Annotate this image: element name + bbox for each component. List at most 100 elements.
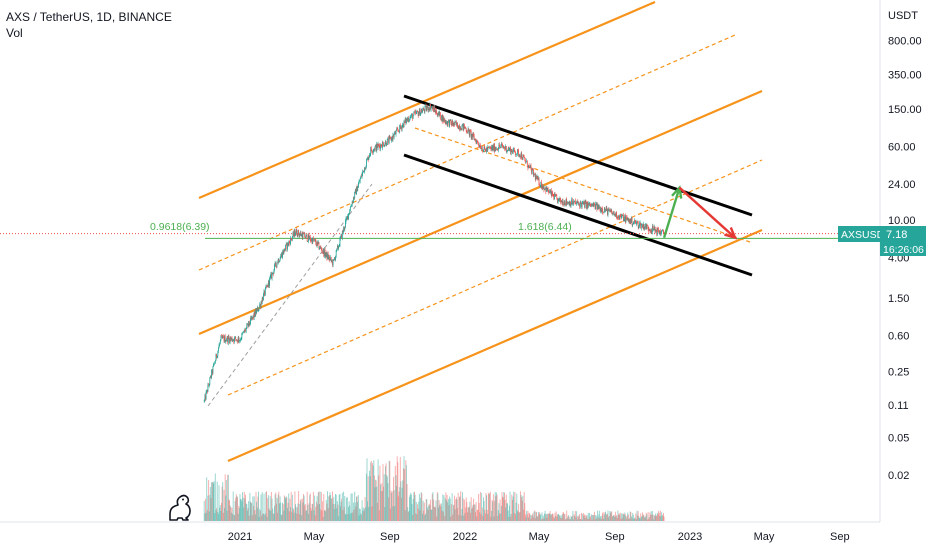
candle-body bbox=[520, 156, 521, 158]
candle-body bbox=[290, 238, 292, 239]
candle-body bbox=[473, 133, 474, 137]
candle-body bbox=[616, 211, 617, 218]
candle-body bbox=[258, 309, 259, 312]
candle-body bbox=[237, 337, 239, 342]
volume-bar bbox=[352, 512, 354, 521]
candle-body bbox=[532, 169, 534, 170]
volume-bar bbox=[624, 512, 626, 521]
candle-body bbox=[382, 142, 383, 148]
candle-body bbox=[393, 135, 394, 138]
volume-bar bbox=[338, 516, 340, 521]
candle-body bbox=[447, 121, 449, 125]
candle-body bbox=[300, 232, 301, 235]
volume-bar bbox=[642, 512, 643, 521]
volume-bar bbox=[628, 518, 630, 521]
volume-bar bbox=[365, 473, 367, 521]
candle-body bbox=[599, 206, 601, 212]
volume-bar bbox=[548, 513, 550, 521]
candle-body bbox=[308, 234, 310, 240]
candle-body bbox=[587, 203, 589, 207]
volume-bar bbox=[614, 516, 616, 521]
volume-bar bbox=[511, 494, 513, 521]
candle-body bbox=[461, 125, 463, 131]
candle-body bbox=[448, 120, 450, 127]
candle-body bbox=[445, 120, 447, 125]
candle-body bbox=[374, 149, 375, 151]
volume-bar bbox=[420, 492, 422, 521]
volume-bar bbox=[234, 515, 235, 521]
candle-body bbox=[467, 132, 468, 134]
candle-body bbox=[372, 152, 373, 153]
candle-body bbox=[647, 225, 648, 227]
candle-body bbox=[295, 229, 297, 234]
candle-body bbox=[319, 246, 321, 249]
candle-body bbox=[280, 253, 282, 257]
candle-body bbox=[246, 324, 248, 328]
volume-bar bbox=[399, 457, 401, 521]
candle-body bbox=[645, 224, 646, 228]
candle-body bbox=[538, 178, 540, 186]
volume-bar bbox=[256, 507, 258, 521]
candle-body bbox=[224, 336, 225, 342]
volume-bar bbox=[347, 514, 349, 521]
time-axis[interactable]: 2021 May Sep 2022 May Sep 2023 May Sep bbox=[0, 521, 880, 543]
candle-body bbox=[368, 157, 370, 160]
volume-bar bbox=[558, 514, 560, 521]
volume-bar bbox=[618, 514, 619, 521]
candle-body bbox=[213, 364, 214, 367]
candle-body bbox=[430, 107, 432, 110]
candle-body bbox=[431, 107, 433, 109]
candle-body bbox=[371, 150, 373, 153]
volume-bar bbox=[447, 498, 449, 521]
volume-bar bbox=[267, 498, 269, 521]
volume-bar bbox=[508, 516, 510, 521]
volume-bar bbox=[307, 504, 309, 521]
candle-body bbox=[225, 340, 227, 343]
volume-bar bbox=[495, 492, 497, 521]
candle-body bbox=[276, 265, 277, 267]
volume-bar bbox=[328, 496, 330, 521]
candle-body bbox=[266, 286, 267, 287]
volume-bar bbox=[621, 513, 623, 521]
volume-bar bbox=[258, 491, 259, 521]
candle-body bbox=[480, 148, 482, 150]
candle-body bbox=[578, 202, 579, 204]
candle-body bbox=[424, 106, 426, 112]
candle-body bbox=[420, 112, 421, 116]
candle-body bbox=[656, 231, 658, 235]
volume-bar bbox=[576, 519, 578, 521]
volume-bar bbox=[610, 513, 611, 521]
candle-body bbox=[459, 125, 460, 130]
candle-body bbox=[587, 202, 589, 207]
volume-bar bbox=[238, 508, 240, 521]
candle-body bbox=[270, 273, 272, 277]
candle-body bbox=[206, 390, 208, 393]
volume-bar bbox=[428, 503, 430, 521]
volume-bar bbox=[414, 491, 415, 521]
price-axis[interactable]: USDT 800.00350.00150.0060.0024.0010.004.… bbox=[879, 0, 922, 522]
volume-bar bbox=[607, 510, 609, 521]
candle-body bbox=[229, 338, 230, 343]
candle-body bbox=[463, 124, 465, 130]
volume-bar bbox=[510, 513, 512, 521]
volume-bar bbox=[256, 501, 258, 521]
volume-bar bbox=[283, 510, 285, 521]
volume-bar bbox=[309, 495, 311, 521]
candle-body bbox=[227, 336, 229, 343]
tradingview-logo-icon[interactable] bbox=[166, 492, 196, 522]
volume-bar bbox=[553, 517, 555, 521]
volume-bar bbox=[361, 500, 363, 521]
candle-body bbox=[657, 227, 659, 230]
candle-body bbox=[325, 254, 327, 257]
volume-bar bbox=[459, 496, 461, 521]
price-tick-label: 800.00 bbox=[888, 35, 922, 47]
time-tick-label: Sep bbox=[380, 531, 400, 543]
candle-body bbox=[581, 203, 582, 207]
volume-bar bbox=[592, 515, 594, 521]
candle-body bbox=[346, 216, 348, 218]
volume-bar bbox=[615, 516, 617, 521]
candle-body bbox=[655, 229, 656, 232]
candle-body bbox=[271, 272, 273, 279]
candle-body bbox=[421, 110, 423, 113]
